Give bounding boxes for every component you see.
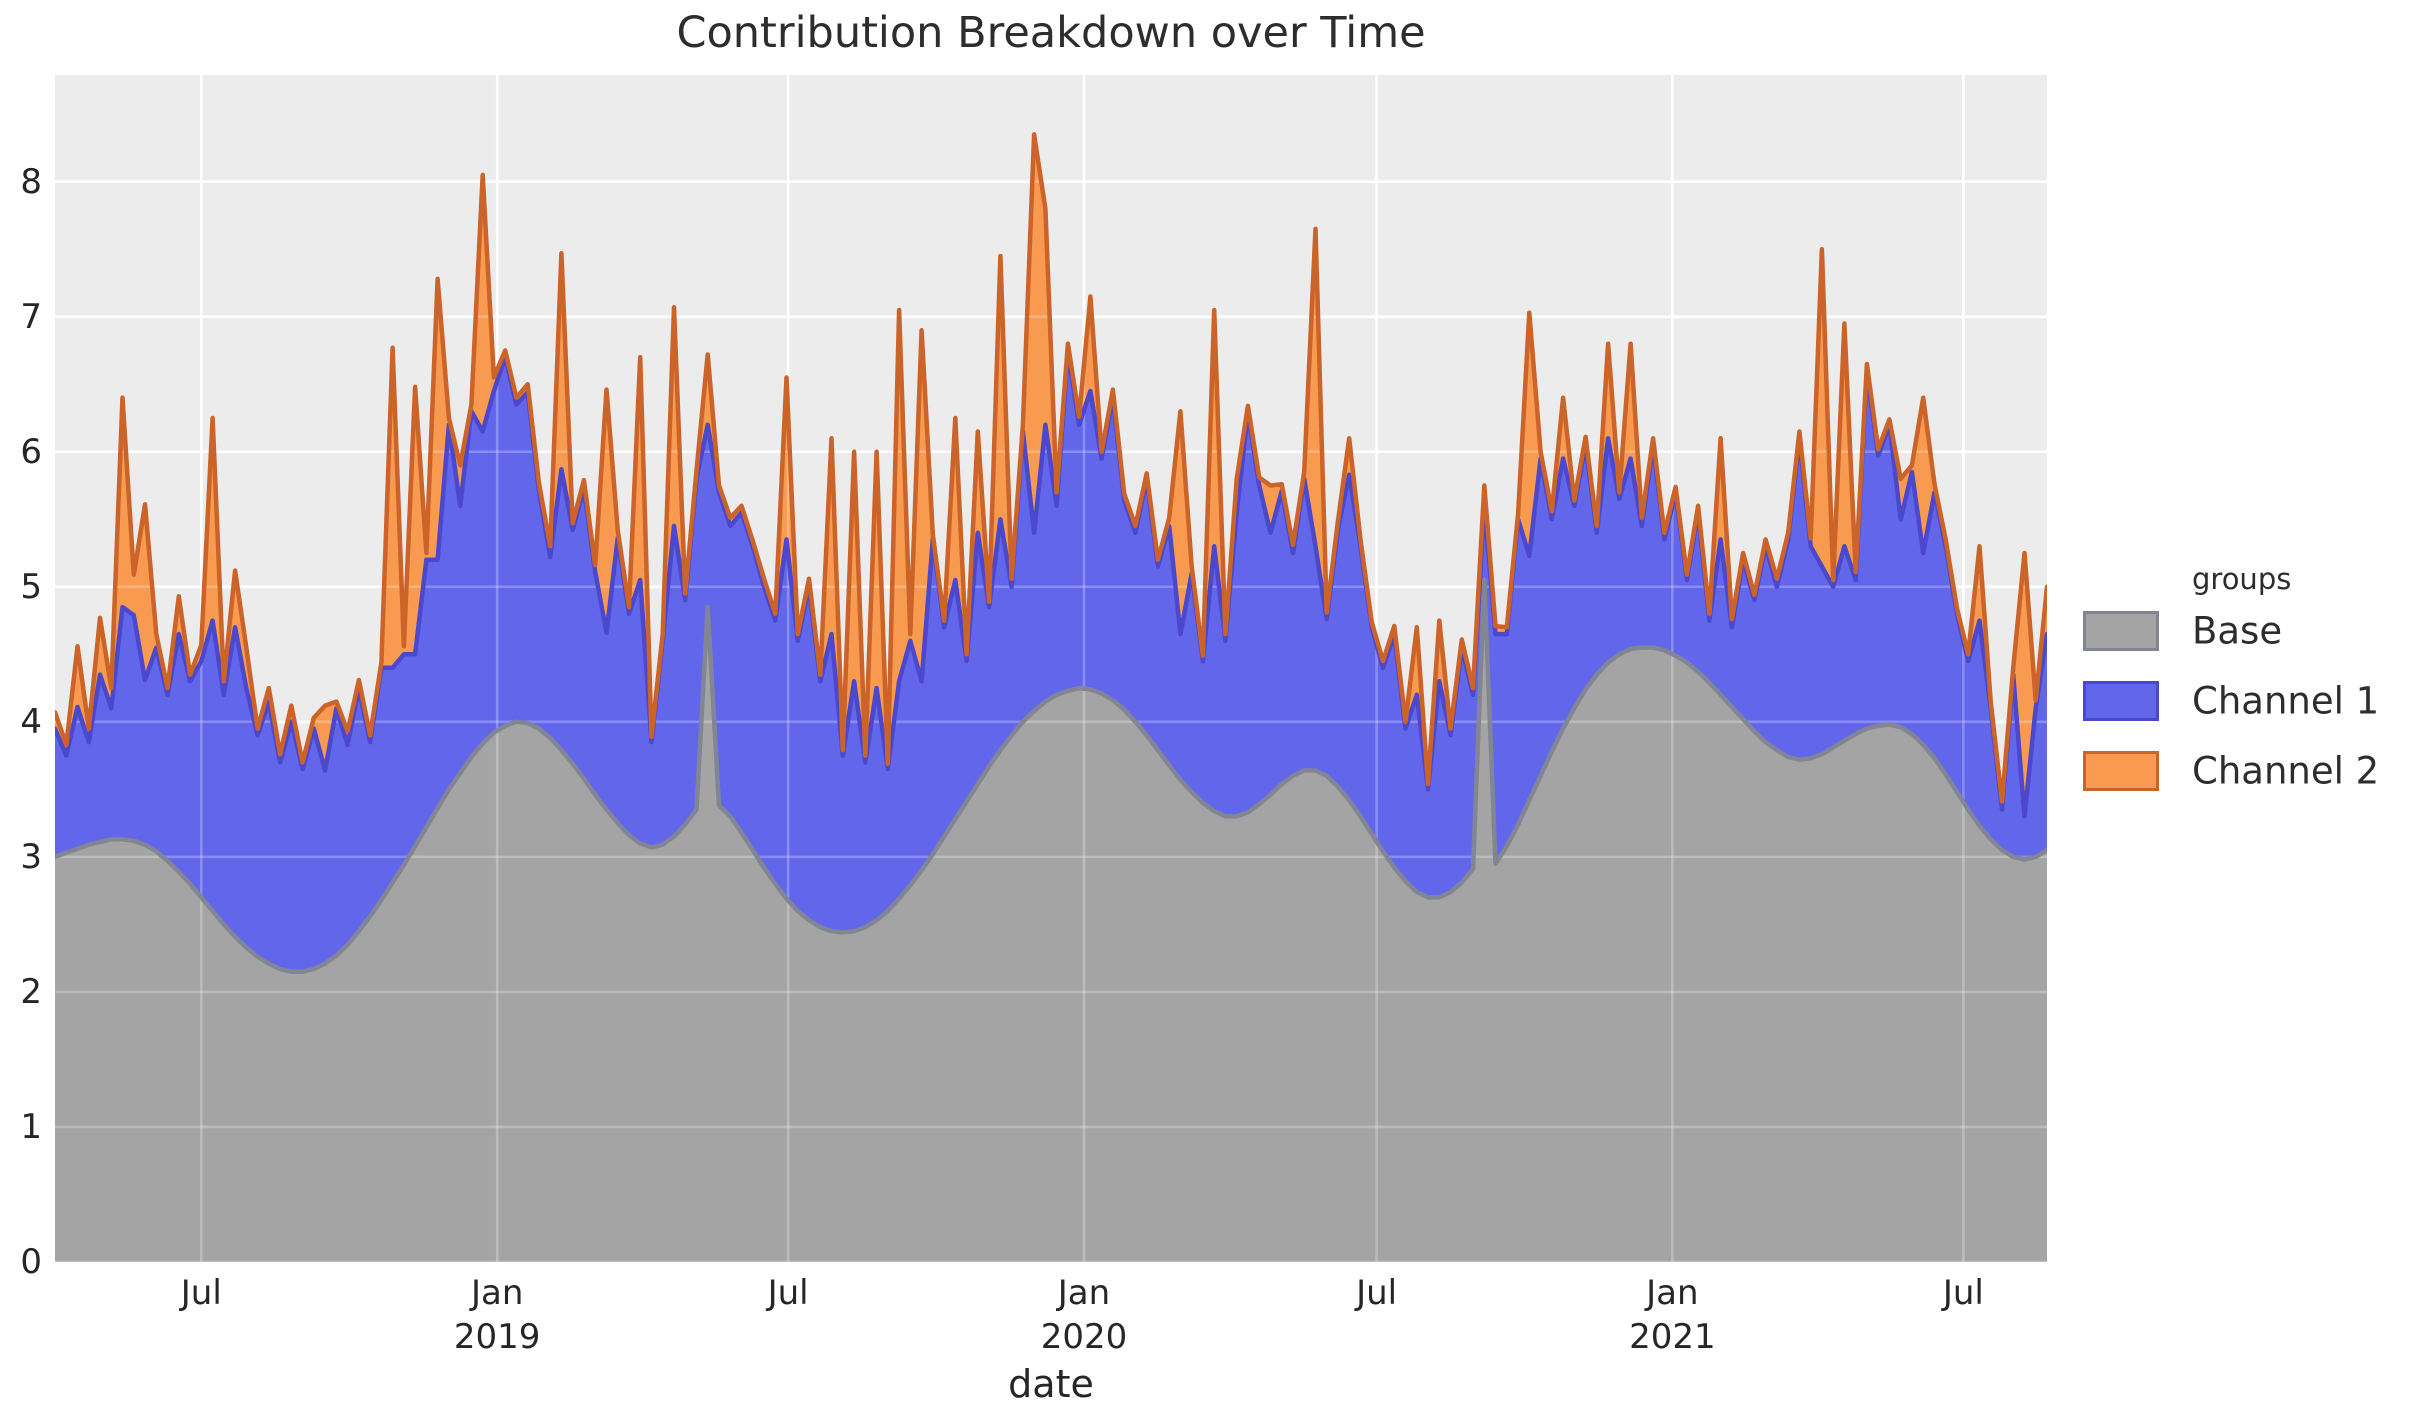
y-tick-label: 8: [20, 161, 42, 202]
y-tick-label: 3: [20, 836, 42, 877]
edge-line-channel-2: [55, 132, 2047, 804]
x-tick-label: Jul: [180, 1273, 222, 1313]
stacked-area-plot: [55, 75, 2047, 1262]
legend-item-label: Channel 2: [2192, 749, 2380, 793]
x-tick-label: Jul: [767, 1273, 809, 1313]
chart-title: Contribution Breakdown over Time: [676, 8, 1426, 58]
y-tick-label: 6: [20, 431, 42, 472]
plot-area: [55, 75, 2047, 1262]
x-axis-title: date: [1008, 1362, 1094, 1406]
legend-item-label: Base: [2192, 609, 2283, 653]
legend-title: groups: [2192, 562, 2292, 596]
y-tick-label: 1: [20, 1106, 42, 1147]
legend-item-label: Channel 1: [2192, 679, 2380, 723]
legend-swatch-base: [2083, 611, 2159, 651]
y-tick-label: 5: [20, 566, 42, 607]
area-base: [55, 580, 2047, 1262]
x-tick-label: Jan 2019: [453, 1273, 541, 1357]
legend-swatch-channel-1: [2083, 681, 2159, 721]
x-tick-label: Jul: [1942, 1273, 1984, 1313]
x-tick-label: Jul: [1356, 1273, 1398, 1313]
edge-line-channel-1: [55, 348, 2047, 819]
edge-line-base: [55, 577, 2047, 974]
y-tick-label: 2: [20, 971, 42, 1012]
legend-swatch-channel-2: [2083, 751, 2159, 791]
y-tick-label: 7: [20, 296, 42, 337]
y-tick-label: 0: [20, 1242, 42, 1282]
y-tick-label: 4: [20, 701, 42, 742]
x-tick-label: Jan 2021: [1629, 1273, 1716, 1357]
x-tick-label: Jan 2020: [1040, 1273, 1128, 1357]
